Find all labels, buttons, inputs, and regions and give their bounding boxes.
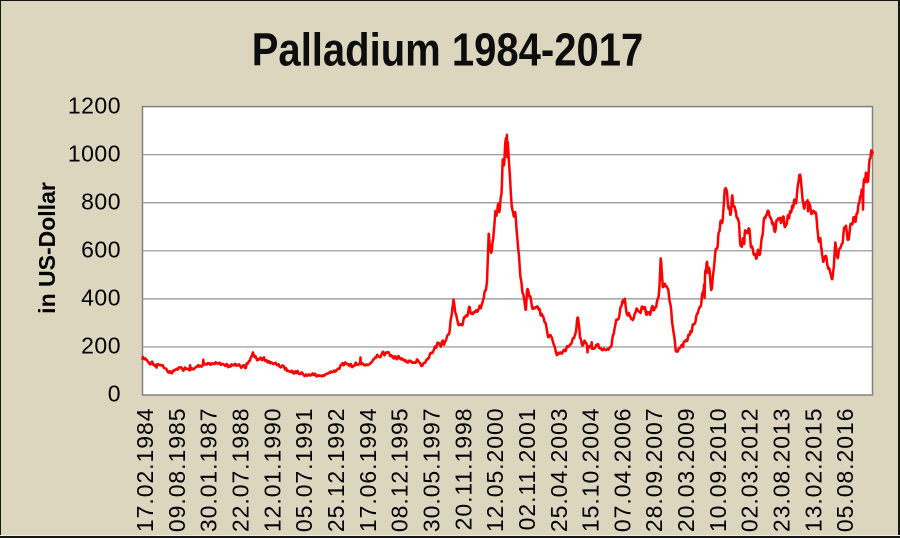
- svg-text:25.04.2003: 25.04.2003: [546, 408, 572, 533]
- svg-text:1200: 1200: [68, 92, 121, 118]
- svg-text:1000: 1000: [68, 140, 121, 166]
- svg-text:28.09.2007: 28.09.2007: [641, 408, 667, 533]
- svg-text:09.08.1985: 09.08.1985: [164, 408, 190, 533]
- svg-text:20.11.1998: 20.11.1998: [450, 408, 476, 531]
- svg-text:20.03.2009: 20.03.2009: [673, 408, 699, 533]
- svg-text:12.05.2000: 12.05.2000: [482, 408, 508, 533]
- svg-text:02.03.2012: 02.03.2012: [737, 408, 763, 533]
- svg-text:17.06.1994: 17.06.1994: [355, 408, 381, 533]
- svg-text:22.07.1988: 22.07.1988: [228, 408, 254, 533]
- svg-text:07.04.2006: 07.04.2006: [609, 408, 635, 533]
- svg-text:13.02.2015: 13.02.2015: [800, 408, 826, 533]
- svg-text:0: 0: [108, 381, 121, 407]
- svg-text:12.01.1990: 12.01.1990: [259, 408, 285, 533]
- svg-text:Palladium 1984-2017: Palladium 1984-2017: [252, 25, 644, 76]
- svg-text:25.12.1992: 25.12.1992: [323, 408, 349, 533]
- svg-text:30.05.1997: 30.05.1997: [418, 408, 444, 533]
- svg-text:200: 200: [81, 333, 121, 359]
- svg-text:15.10.2004: 15.10.2004: [578, 408, 604, 533]
- svg-text:10.09.2010: 10.09.2010: [705, 408, 731, 533]
- svg-text:400: 400: [81, 285, 121, 311]
- svg-text:in US-Dollar: in US-Dollar: [34, 182, 60, 314]
- svg-text:05.08.2016: 05.08.2016: [832, 408, 858, 533]
- svg-text:23.08.2013: 23.08.2013: [768, 408, 794, 533]
- svg-text:600: 600: [81, 237, 121, 263]
- svg-text:05.07.1991: 05.07.1991: [291, 408, 317, 533]
- svg-text:800: 800: [81, 188, 121, 214]
- svg-text:08.12.1995: 08.12.1995: [387, 407, 413, 532]
- svg-text:17.02.1984: 17.02.1984: [132, 408, 158, 533]
- svg-text:02.11.2001: 02.11.2001: [514, 408, 540, 531]
- svg-text:30.01.1987: 30.01.1987: [196, 408, 222, 533]
